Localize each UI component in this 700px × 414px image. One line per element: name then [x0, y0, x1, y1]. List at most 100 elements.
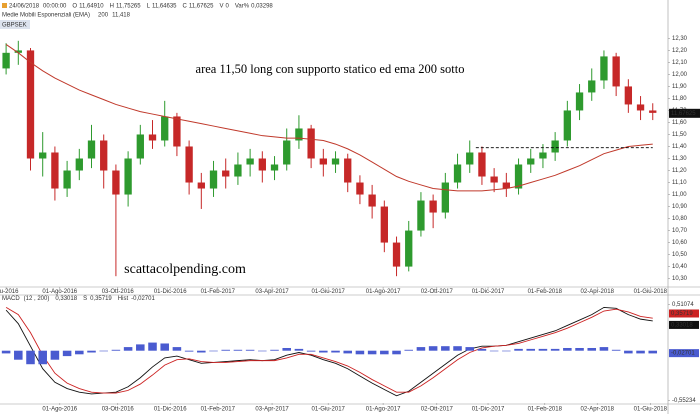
header-text: 11,418: [112, 13, 131, 19]
x-tick-label: 01-Giu-2018: [634, 407, 668, 413]
y-tick-label: 11,60: [672, 120, 687, 126]
annotation: area 11,50 long con supporto statico ed …: [196, 62, 465, 76]
candle-body: [649, 110, 657, 113]
y-tick-label: 10,60: [672, 240, 688, 246]
histogram-bar: [355, 350, 365, 355]
candle-body: [380, 206, 388, 243]
candle-body: [246, 158, 254, 165]
histogram-bar: [624, 350, 633, 354]
histogram-bar: [514, 348, 523, 351]
candle-body: [624, 86, 633, 105]
header-text: 11,67625: [189, 4, 214, 10]
histogram-bar: [294, 348, 304, 351]
candle-body: [258, 158, 266, 171]
histogram-bar: [319, 350, 328, 353]
candle-body: [283, 140, 291, 165]
histogram-bar: [453, 346, 462, 351]
header-text: 11,75265: [116, 4, 141, 10]
last-price-box: [669, 108, 700, 118]
candle-body: [197, 182, 205, 189]
histogram-bar: [258, 350, 267, 352]
y-tick-label: 10,90: [672, 204, 688, 210]
histogram-bar: [392, 350, 401, 355]
histogram-bar: [160, 343, 169, 351]
x-tick-label: 02-Apr-2018: [581, 289, 615, 295]
histogram-bar: [441, 346, 450, 351]
candle-body: [441, 182, 449, 213]
candle-body: [270, 164, 279, 171]
histogram-bar: [209, 350, 218, 352]
histogram-bar: [489, 350, 499, 352]
last-price-label: 11,67625: [671, 111, 696, 117]
candle-body: [417, 200, 425, 231]
histogram-bar: [648, 350, 658, 354]
y-tick-label: -0,55234: [672, 398, 696, 404]
ema-line: [5, 43, 653, 192]
y-tick-label: 10,50: [672, 252, 688, 258]
candle-body: [588, 80, 596, 93]
x-tick-label: 01-Ago-2017: [366, 289, 401, 295]
candle-body: [575, 92, 584, 111]
y-tick-label: 11,50: [672, 132, 687, 138]
header-text: C: [183, 4, 188, 10]
symbol-title: GBPSEK: [2, 23, 27, 29]
last-value-box: [669, 309, 699, 318]
histogram-bar: [184, 350, 194, 352]
candle-body: [612, 56, 620, 87]
header-text: 0,33018: [55, 296, 77, 302]
histogram-bar: [245, 349, 255, 351]
x-tick-label: 01-Feb-2017: [201, 289, 236, 295]
histogram-bar: [343, 350, 352, 354]
candle-body: [14, 50, 22, 53]
y-tick-label: 11,10: [672, 180, 687, 186]
histogram-bar: [538, 348, 548, 351]
histogram-bar: [550, 348, 560, 351]
symbol-box: [0, 20, 30, 29]
candle-body: [39, 152, 47, 159]
header-text: 0: [225, 4, 229, 10]
header-text: Hist: [118, 296, 129, 302]
histogram-bar: [270, 349, 279, 351]
histogram-bar: [111, 349, 121, 351]
candle-body: [392, 242, 401, 267]
x-tick-label: 01-Dic-2016: [154, 289, 187, 295]
header-text: MACD: [2, 296, 20, 302]
histogram-bar: [587, 347, 597, 351]
x-tick-label: 01-Giu-2017: [312, 407, 346, 413]
y-tick-label: 12,10: [672, 60, 688, 66]
y-tick-label: 11,90: [672, 84, 687, 90]
header-text: (12 , 200): [24, 296, 50, 302]
histogram-bar: [526, 348, 536, 351]
x-tick-label: 01-Ago-2016: [42, 289, 77, 295]
histogram-bar: [599, 347, 609, 351]
candle-body: [124, 158, 132, 195]
histogram-bar: [282, 347, 291, 351]
histogram-bar: [306, 350, 316, 352]
histogram-bar: [62, 350, 72, 357]
histogram-bar: [14, 350, 23, 360]
x-tick-label: 01-Feb-2018: [528, 289, 563, 295]
x-tick-label: 02-Ott-2017: [421, 407, 454, 413]
candle-body: [368, 194, 376, 207]
histogram-bar: [380, 350, 389, 355]
histogram-bar: [636, 350, 645, 354]
candle-body: [466, 152, 474, 165]
histogram-bar: [136, 344, 145, 351]
header-text: 00:00:00: [43, 4, 67, 10]
header-text: 0,03298: [251, 4, 273, 10]
candle-body: [63, 170, 71, 189]
candle-body: [405, 230, 413, 267]
histogram-bar: [123, 347, 133, 351]
histogram-bar: [50, 350, 60, 360]
candle-body: [539, 152, 547, 159]
histogram-bar: [1, 350, 11, 354]
candle-body: [100, 140, 108, 171]
header-text: V: [219, 4, 223, 10]
macd-line: [5, 306, 653, 397]
candle-body: [112, 170, 120, 195]
histogram-bar: [38, 350, 47, 365]
histogram-bar: [416, 347, 426, 351]
candle-body: [148, 134, 157, 141]
candle-body: [453, 164, 462, 183]
